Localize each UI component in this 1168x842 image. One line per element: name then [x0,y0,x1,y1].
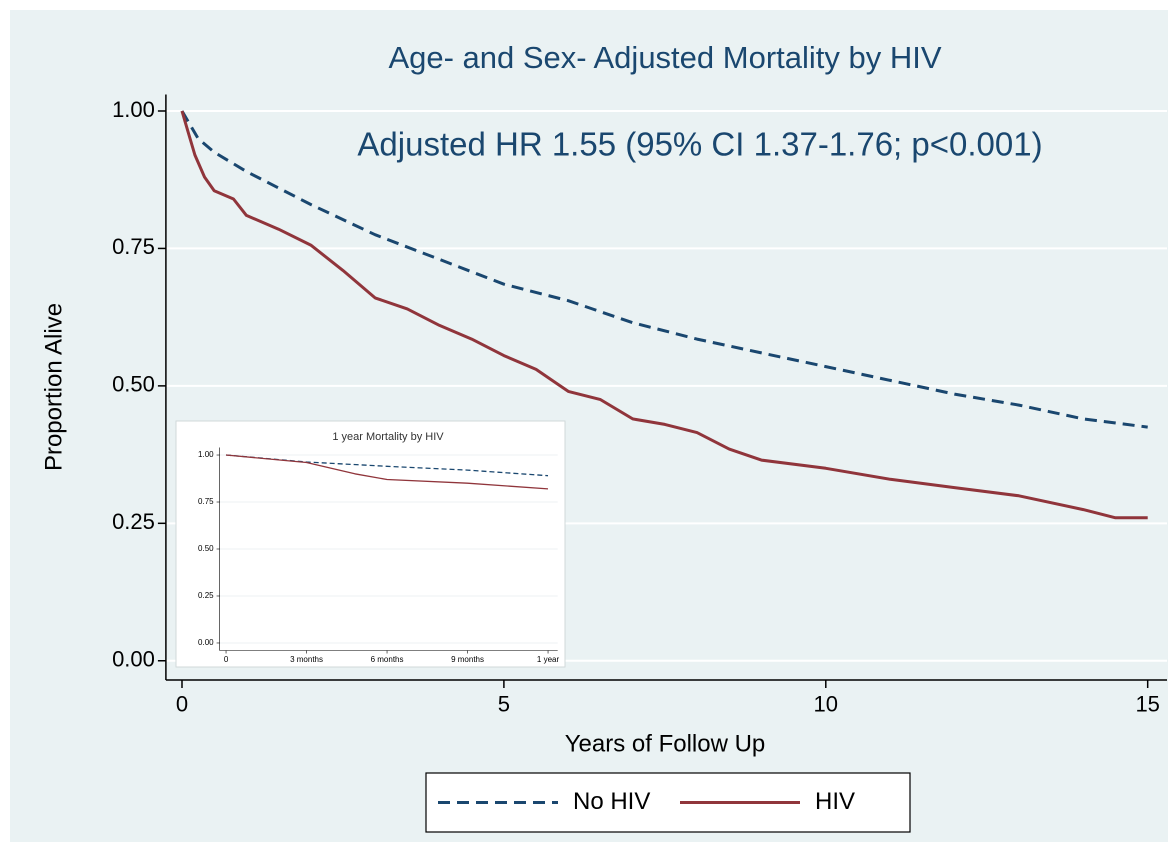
y-tick-label: 0.50 [112,372,155,397]
legend-label: HIV [815,788,855,815]
y-tick-label: 0.75 [198,497,214,506]
x-tick-label: 3 months [290,655,323,664]
y-tick-label: 0.75 [112,234,155,259]
x-tick-label: 0 [224,655,229,664]
chart-title: 1 year Mortality by HIV [332,431,444,443]
series-line [180,110,1148,520]
chart-title: Age- and Sex- Adjusted Mortality by HIV [388,40,941,75]
legend-label: No HIV [573,788,650,815]
x-axis-label: Years of Follow Up [565,730,766,757]
y-tick-label: 0.25 [198,591,214,600]
y-tick-label: 0.25 [112,509,155,534]
y-tick-label: 0.00 [112,647,155,672]
y-tick-label: 1.00 [112,97,155,122]
x-tick-label: 5 [498,691,510,716]
series-line [225,454,549,490]
x-tick-label: 9 months [451,655,484,664]
x-tick-label: 15 [1135,691,1159,716]
y-tick-label: 1.00 [198,450,214,459]
y-tick-label: 0.50 [198,544,214,553]
x-tick-label: 1 year [537,655,560,664]
inset-panel [175,420,566,668]
series-line [180,110,1148,429]
annotation: Adjusted HR 1.55 (95% CI 1.37-1.76; p<0.… [357,126,1042,163]
x-tick-label: 0 [176,691,188,716]
series-line [225,454,549,477]
y-axis-label: Proportion Alive [40,303,67,471]
x-tick-label: 6 months [371,655,404,664]
y-tick-label: 0.00 [198,638,214,647]
x-tick-label: 10 [814,691,838,716]
